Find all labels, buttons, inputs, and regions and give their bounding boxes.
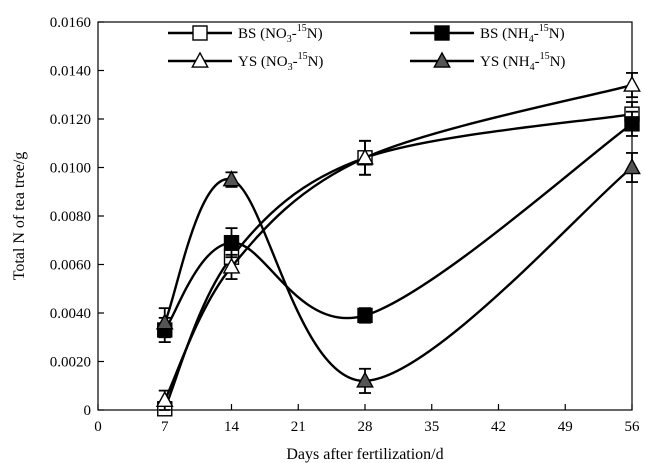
plot-frame — [97, 21, 633, 411]
series-line — [163, 83, 633, 401]
data-point — [155, 313, 174, 330]
x-axis-title: Days after fertilization/d — [286, 446, 443, 463]
series-line — [163, 166, 633, 383]
legend-label-sup: 15 — [298, 51, 308, 62]
data-point — [356, 371, 374, 388]
data-point — [222, 257, 241, 274]
series-line — [163, 122, 633, 331]
legend-label-sup: 15 — [297, 23, 307, 34]
legend-item-4: YS (NH4-15N) — [410, 51, 565, 73]
data-point — [624, 116, 640, 132]
legend-label: BS (NH4-15N) — [480, 23, 565, 45]
series-3 — [155, 72, 641, 411]
legend-label-mid: - — [293, 54, 298, 70]
legend-marker — [434, 25, 450, 41]
data-point — [155, 390, 174, 408]
legend-label-suffix: N) — [549, 26, 565, 42]
x-tick-label: 14 — [224, 419, 240, 435]
x-tick-label: 7 — [161, 419, 169, 435]
x-tick-label: 56 — [625, 419, 641, 435]
legend-item-1: BS (NO3-15N) — [168, 23, 323, 45]
legend-label-prefix: BS (NH — [480, 26, 529, 42]
y-tick-label: 0.0040 — [50, 306, 91, 322]
data-point — [357, 307, 373, 324]
x-tick-label: 28 — [358, 419, 373, 435]
series-2 — [157, 110, 640, 344]
y-axis-title: Total N of tea tree/g — [11, 152, 28, 281]
series-1 — [157, 101, 640, 417]
data-point — [623, 157, 641, 175]
y-tick-label: 0.0100 — [50, 161, 91, 177]
legend-label-sup: 15 — [540, 51, 550, 62]
legend-label-mid: - — [292, 26, 297, 42]
legend: BS (NO3-15N) BS (NH4-15N)YS (NO3-15N) YS (… — [168, 23, 565, 73]
x-tick-label: 42 — [491, 419, 506, 435]
x-tick-label: 35 — [424, 419, 439, 435]
legend-label: BS (NO3-15N) — [238, 23, 323, 45]
y-tick-label: 0.0060 — [50, 258, 91, 274]
legend-label-suffix: N) — [550, 54, 566, 70]
y-tick-label: 0.0020 — [50, 355, 91, 371]
legend-label-prefix: BS (NO — [238, 26, 287, 42]
legend-label-sub: 3 — [288, 62, 293, 73]
legend-label: YS (NO3-15N) — [238, 51, 323, 73]
legend-label-sub: 4 — [529, 34, 534, 45]
x-tick-label: 0 — [94, 419, 102, 435]
y-tick-label: 0 — [84, 403, 92, 419]
legend-label-sup: 15 — [539, 23, 549, 34]
legend-item-2: BS (NH4-15N) — [410, 23, 565, 45]
legend-item-3: YS (NO3-15N) — [168, 51, 323, 73]
y-tick-label: 0.0160 — [50, 15, 91, 31]
legend-marker — [433, 51, 451, 68]
axes: 0 7 14 21 28 35 42 49 56 0 0.0020 0.0040 0.0060 0.008… — [50, 15, 640, 435]
x-tick-label: 21 — [291, 419, 306, 435]
y-tick-label: 0.0080 — [50, 209, 91, 225]
legend-label-sub: 4 — [530, 62, 535, 73]
series-4 — [155, 152, 641, 394]
legend-label-mid: - — [534, 26, 539, 42]
y-tick-label: 0.0140 — [50, 64, 91, 80]
legend-label: YS (NH4-15N) — [480, 51, 565, 73]
legend-label-prefix: YS (NH — [480, 54, 530, 70]
legend-marker — [191, 51, 209, 68]
data-point — [223, 234, 240, 251]
legend-label-suffix: N) — [307, 26, 323, 42]
legend-marker — [192, 25, 208, 41]
legend-label-sub: 3 — [287, 34, 292, 45]
legend-label-prefix: YS (NO — [238, 54, 288, 70]
data-point — [222, 170, 241, 187]
legend-label-mid: - — [535, 54, 540, 70]
x-tick-label: 49 — [558, 419, 573, 435]
series-layer — [155, 72, 641, 417]
data-point — [623, 75, 641, 92]
data-point — [356, 148, 374, 165]
legend-label-suffix: N) — [308, 54, 324, 70]
y-tick-label: 0.0120 — [50, 112, 91, 128]
